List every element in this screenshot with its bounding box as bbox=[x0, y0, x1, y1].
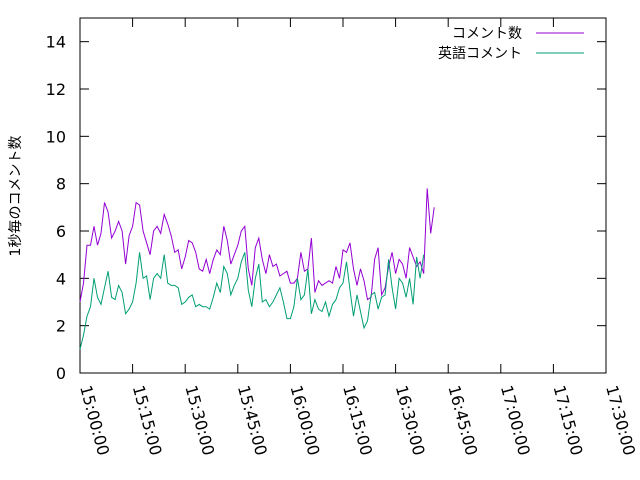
x-tick-label: 15:45:00 bbox=[234, 383, 271, 457]
x-tick-label: 17:30:00 bbox=[602, 383, 639, 457]
y-tick-label: 6 bbox=[56, 222, 66, 241]
y-axis-label: 1秒毎のコメント数 bbox=[8, 136, 24, 257]
x-tick-label: 16:45:00 bbox=[444, 383, 481, 457]
y-tick-label: 12 bbox=[46, 80, 66, 99]
y-tick-label: 2 bbox=[56, 317, 66, 336]
legend-label: 英語コメント bbox=[438, 45, 522, 62]
y-tick-label: 10 bbox=[46, 127, 66, 146]
series-line-2 bbox=[79, 252, 425, 350]
y-tick-label: 8 bbox=[56, 175, 66, 194]
x-tick-label: 17:00:00 bbox=[497, 383, 534, 457]
x-axis: 15:00:00 15:15:00 15:30:00 15:45:00 16:00:00… bbox=[76, 18, 639, 457]
x-tick-label: 15:30:00 bbox=[181, 383, 218, 457]
x-tick-label: 15:15:00 bbox=[129, 383, 166, 457]
legend-label: コメント数 bbox=[452, 26, 522, 42]
plot-border bbox=[79, 17, 607, 374]
axes-frame bbox=[79, 17, 607, 374]
series-layer bbox=[79, 188, 435, 350]
y-axis: 0 2 4 6 8 10 12 14 bbox=[46, 33, 606, 383]
y-tick-label: 0 bbox=[56, 364, 66, 383]
x-tick-label: 15:00:00 bbox=[76, 383, 113, 457]
x-tick-label: 16:15:00 bbox=[339, 383, 376, 457]
x-tick-label: 16:30:00 bbox=[392, 383, 429, 457]
x-tick-label: 17:15:00 bbox=[550, 383, 587, 457]
y-tick-label: 14 bbox=[46, 33, 66, 52]
x-tick-label: 16:00:00 bbox=[287, 383, 324, 457]
y-tick-label: 4 bbox=[56, 269, 66, 288]
series-line-1 bbox=[79, 188, 435, 303]
